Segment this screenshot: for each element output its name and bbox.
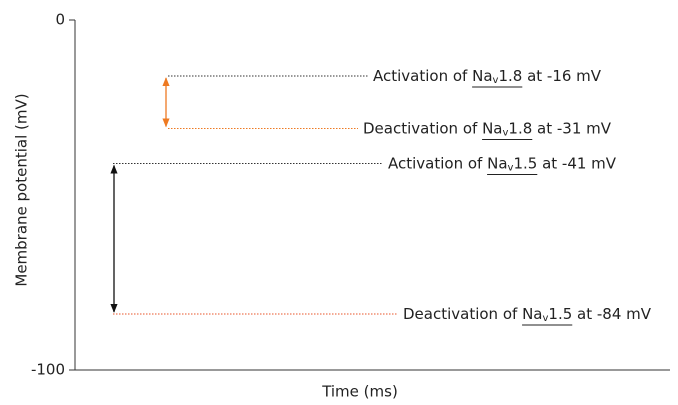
- label-part: v: [502, 128, 508, 139]
- level-label: Deactivation of Nav1.8 at -31 mV: [363, 119, 612, 139]
- label-part: 1.5: [548, 305, 572, 323]
- label-part: 1.5: [513, 154, 537, 172]
- label-part: at -41 mV: [537, 154, 616, 172]
- label-part: Na: [522, 305, 542, 323]
- y-tick-label: 0: [55, 11, 65, 29]
- level-label: Activation of Nav1.8 at -16 mV: [373, 67, 602, 87]
- label-part: Na: [487, 154, 507, 172]
- label-part: Deactivation of: [363, 119, 482, 137]
- label-part: 1.8: [498, 67, 522, 85]
- label-part: 1.8: [508, 119, 532, 137]
- label-part: at -16 mV: [522, 67, 601, 85]
- level-label: Activation of Nav1.5 at -41 mV: [388, 154, 617, 174]
- label-part: v: [493, 75, 499, 86]
- label-part: v: [542, 313, 548, 324]
- label-part: Na: [472, 67, 492, 85]
- x-axis-label: Time (ms): [321, 383, 398, 401]
- label-part: Na: [482, 119, 502, 137]
- label-part: Activation of: [388, 154, 487, 172]
- y-tick-label: -100: [31, 361, 65, 379]
- label-part: at -31 mV: [532, 119, 611, 137]
- label-part: Activation of: [373, 67, 472, 85]
- label-part: Deactivation of: [403, 305, 522, 323]
- level-label: Deactivation of Nav1.5 at -84 mV: [403, 305, 652, 325]
- label-part: at -84 mV: [572, 305, 651, 323]
- label-part: v: [508, 163, 514, 174]
- y-axis-label: Membrane potential (mV): [13, 93, 31, 286]
